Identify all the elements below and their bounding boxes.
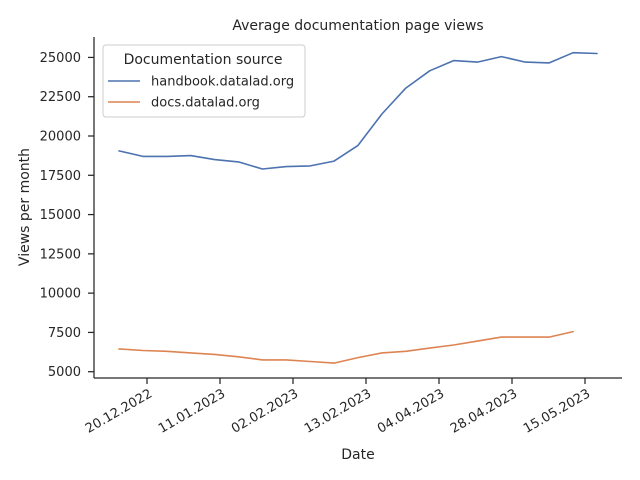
x-tick-label: 04.04.2023 bbox=[375, 386, 447, 436]
x-tick-label: 13.02.2023 bbox=[302, 386, 374, 436]
x-tick-label: 02.02.2023 bbox=[229, 386, 301, 436]
y-tick-label: 10000 bbox=[40, 287, 81, 302]
y-tick-label: 7500 bbox=[48, 326, 81, 341]
x-tick-label: 11.01.2023 bbox=[156, 386, 228, 436]
legend: Documentation source handbook.datalad.or… bbox=[102, 44, 306, 118]
series-line-2 bbox=[118, 330, 574, 364]
y-tick-label: 15000 bbox=[40, 208, 81, 223]
x-axis-label: Date bbox=[341, 447, 374, 463]
legend-title: Documentation source bbox=[124, 52, 283, 68]
y-tick-label: 5000 bbox=[48, 365, 81, 380]
y-tick-label: 12500 bbox=[40, 247, 81, 262]
legend-label: handbook.datalad.org bbox=[151, 75, 294, 90]
y-tick-label: 22500 bbox=[40, 90, 81, 105]
y-axis-ticks: 5000 7500 10000 12500 15000 17500 20000 22500 25… bbox=[40, 51, 94, 380]
series-line-1 bbox=[118, 51, 598, 170]
series-layer bbox=[118, 51, 598, 364]
x-axis-ticks: 20.12.2022 11.01.2023 02.02.2023 13.02.2023… bbox=[83, 378, 593, 437]
y-axis-label: Views per month bbox=[17, 148, 33, 266]
plot-area bbox=[118, 51, 598, 364]
y-tick-label: 17500 bbox=[40, 169, 81, 184]
legend-label: docs.datalad.org bbox=[151, 96, 260, 111]
x-tick-label: 15.05.2023 bbox=[521, 386, 593, 436]
y-tick-label: 25000 bbox=[40, 51, 81, 66]
x-tick-label: 20.12.2022 bbox=[83, 386, 155, 436]
y-tick-label: 20000 bbox=[40, 130, 81, 145]
legend-box bbox=[102, 44, 306, 118]
x-tick-label: 28.04.2023 bbox=[448, 386, 520, 436]
legend-items: handbook.datalad.org docs.datalad.org bbox=[108, 75, 294, 111]
chart-title: Average documentation page views bbox=[232, 18, 483, 34]
